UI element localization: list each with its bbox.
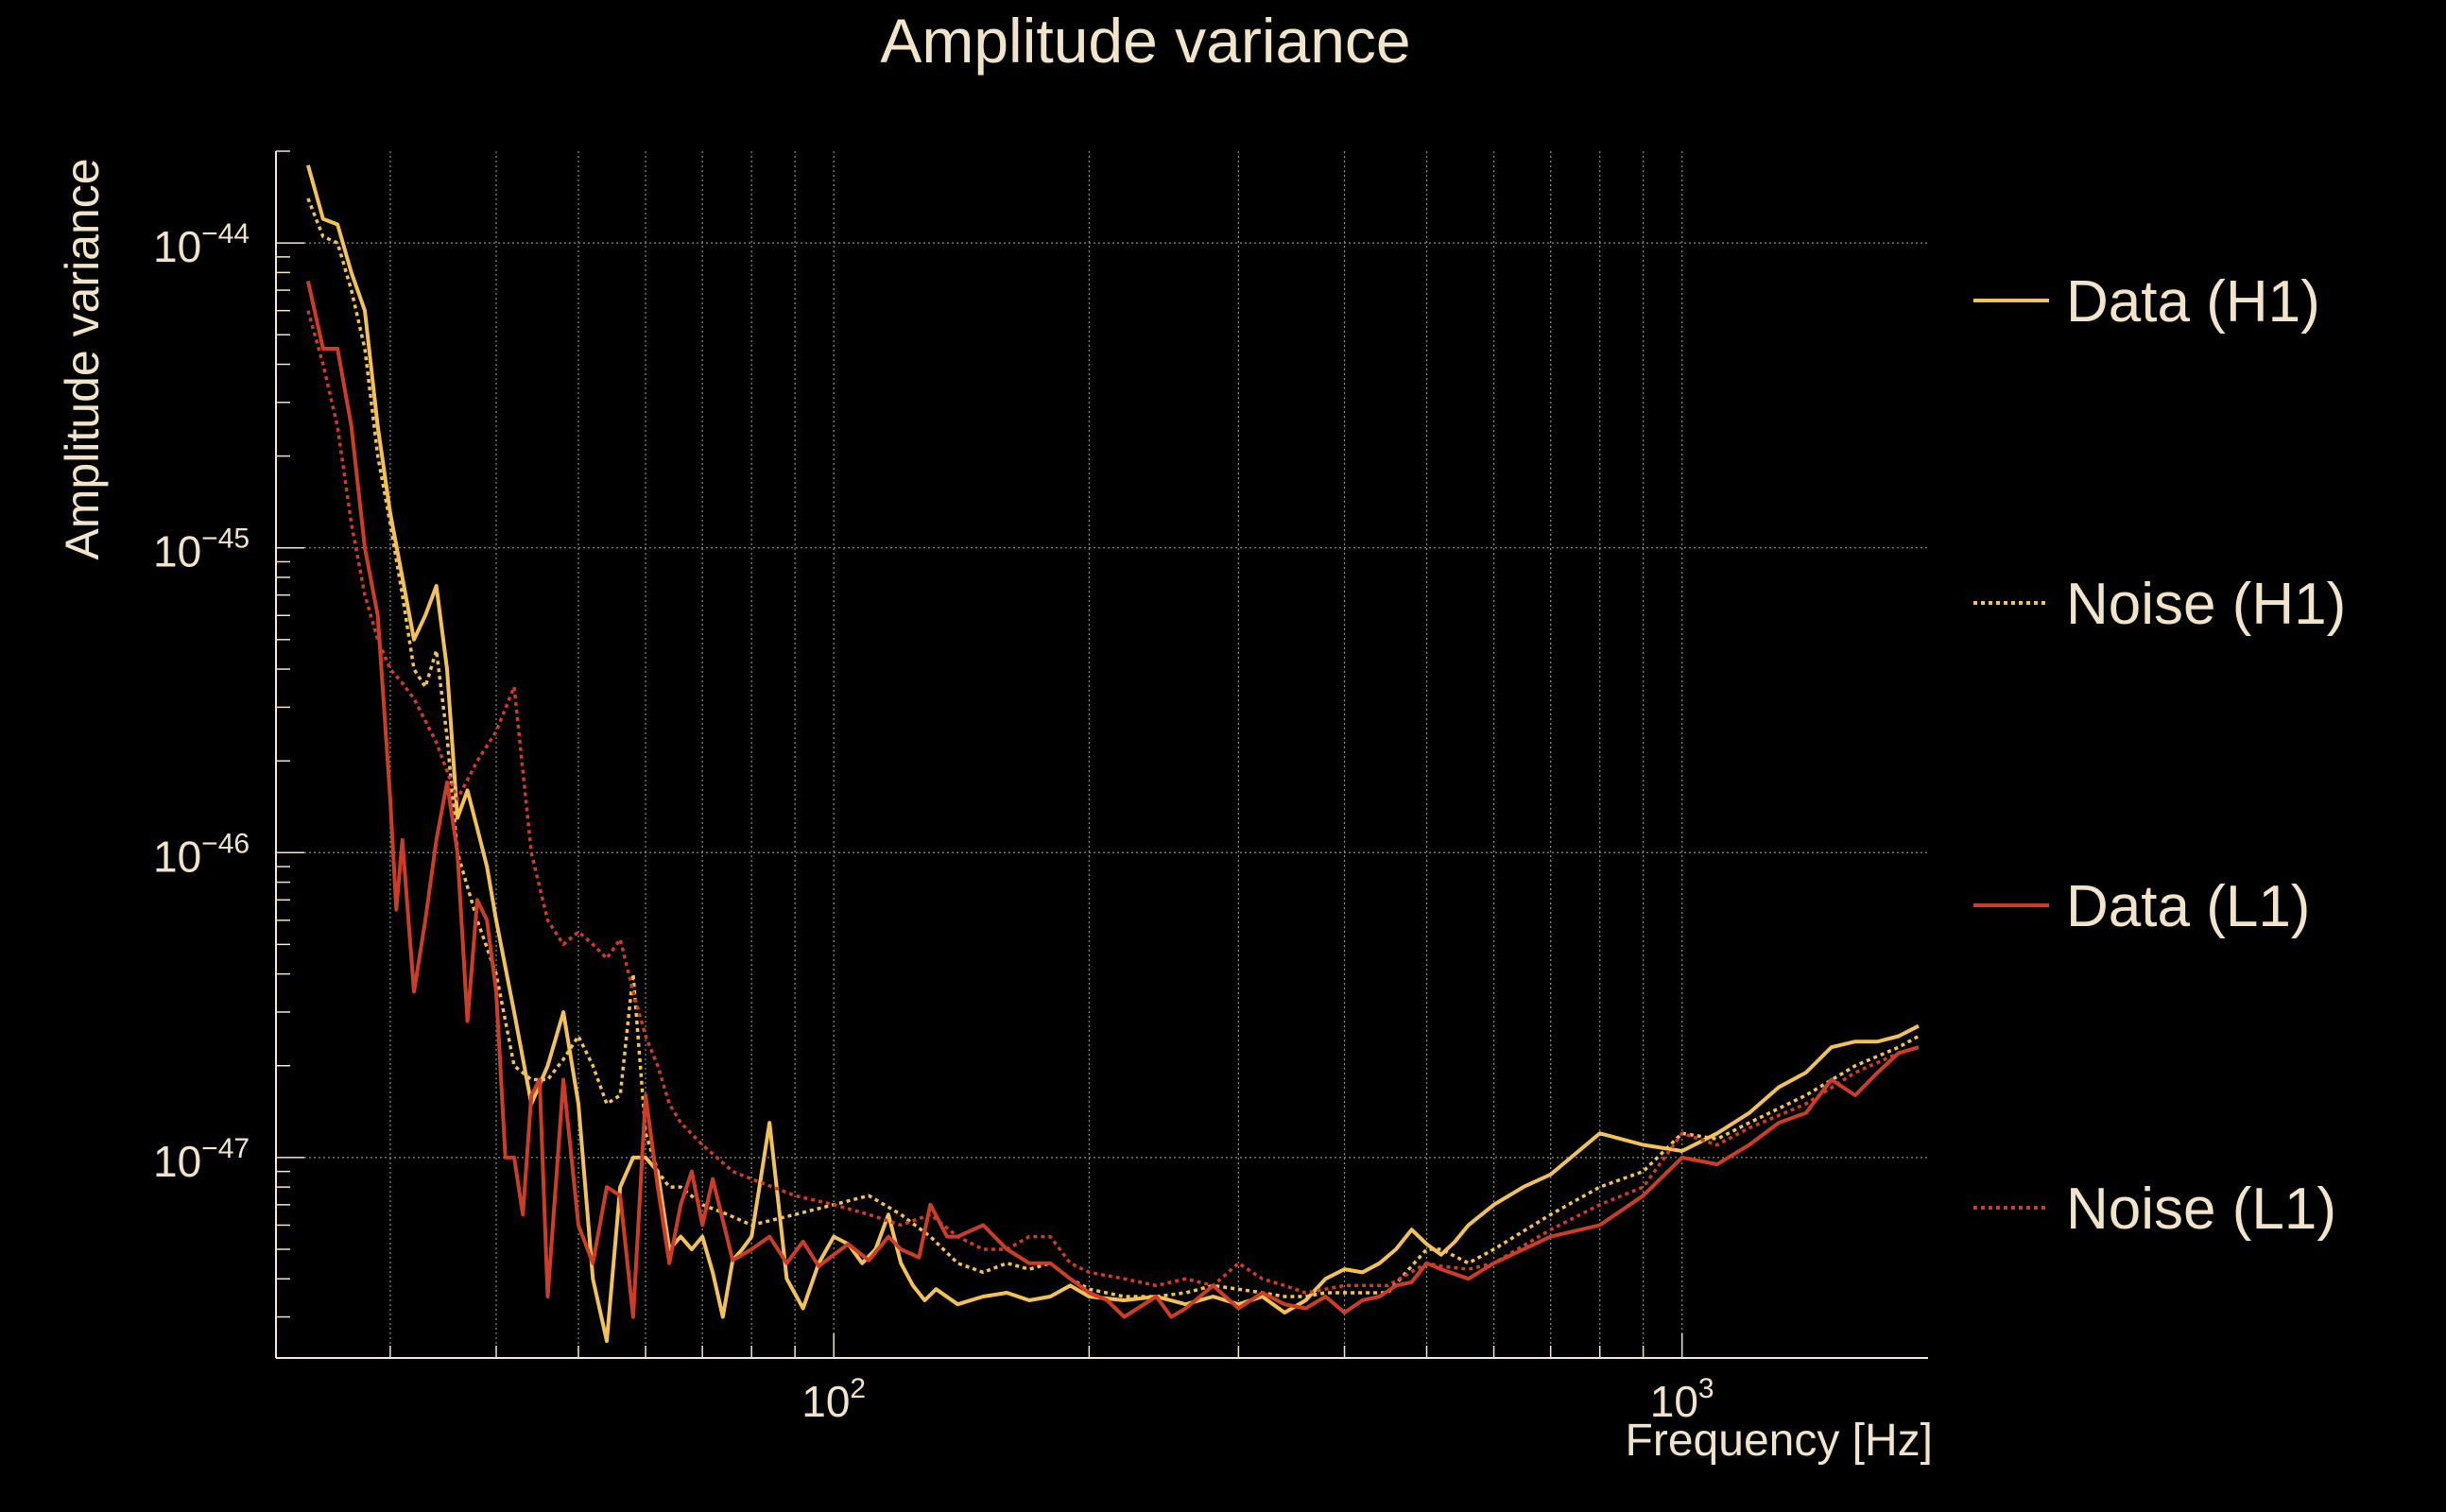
chart-title: Amplitude variance [880,6,1410,76]
x-tick-label: 102 [801,1373,866,1426]
legend-label-data-h1: Data (H1) [2066,269,2320,335]
series-data-l1 [305,280,1920,1319]
x-axis-label: Frequency [Hz] [1626,1416,1933,1466]
y-tick-label: 10−46 [153,828,250,881]
y-axis-label: Amplitude variance [56,158,109,559]
series-lines [305,164,1920,1344]
y-tick-label: 10−47 [153,1133,250,1186]
legend-label-noise-l1: Noise (L1) [2066,1177,2336,1242]
legend-label-noise-h1: Noise (H1) [2066,572,2346,637]
grid-lines [276,151,1928,1358]
legend-label-data-l1: Data (L1) [2066,874,2310,939]
series-data-h1 [305,164,1920,1344]
x-tick-label: 103 [1650,1373,1714,1426]
y-tick-label: 10−44 [153,218,250,271]
legend: Data (H1) Noise (H1) Data (L1) Noise (L1) [1973,269,2346,1242]
y-tick-label: 10−45 [153,524,250,576]
series-noise-l1 [306,310,1920,1295]
axes: 102 103 10−44 10−45 10−46 10−47 [153,150,1928,1426]
